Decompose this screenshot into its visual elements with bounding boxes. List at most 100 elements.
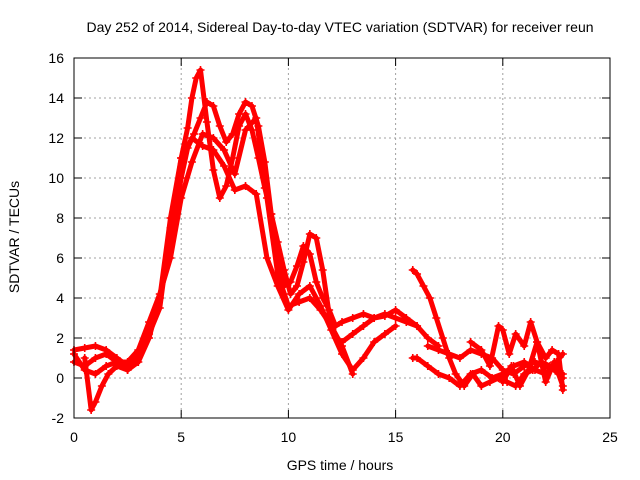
data-point [413,354,422,362]
data-point [451,370,460,378]
plot-frame [73,57,611,419]
data-point [209,102,218,110]
x-tick-label: 15 [388,429,404,445]
data-point [192,74,201,82]
data-point [312,278,321,286]
data-point [280,266,289,274]
data-point [222,138,231,146]
y-axis-label: SDTVAR / TECUs [6,181,22,293]
data-point [554,350,563,358]
data-point [515,382,524,390]
data-point [87,406,96,414]
data-point [123,358,132,366]
data-point [222,182,231,190]
data-point [183,124,192,132]
data-point [338,342,346,350]
data-point [434,346,443,354]
data-point [209,134,218,142]
data-point [80,344,89,352]
data-point [498,326,507,334]
x-tick-label: 5 [177,429,185,445]
data-point [434,370,443,378]
data-point [526,318,535,326]
data-point [338,318,346,326]
y-tick-label: 10 [48,170,64,186]
data-point [273,270,282,278]
data-point [284,302,293,310]
data-point [327,322,336,330]
data-point [541,378,550,386]
data-point [466,338,475,346]
x-tick-label: 25 [602,429,618,445]
data-point [97,382,106,390]
data-point [292,262,301,270]
data-point [460,382,469,390]
data-point [548,346,557,354]
series-line [500,339,566,389]
data-point [477,346,486,354]
data-point [102,362,111,370]
series-track-c [80,134,400,414]
y-tick-label: 4 [56,290,64,306]
data-point [507,362,516,370]
x-tick-label: 20 [495,429,511,445]
data-point [494,374,503,382]
data-point [485,362,494,370]
data-point [413,270,422,278]
data-point [177,154,186,162]
data-point [359,354,368,362]
data-point [348,330,357,338]
data-point [104,370,113,378]
y-tick-label: 16 [48,50,64,66]
data-point [209,166,218,174]
data-point [305,230,314,238]
data-point [455,354,464,362]
data-point [423,342,432,350]
data-point [91,370,100,378]
data-point [423,334,432,342]
y-tick-label: 0 [56,370,64,386]
x-axis-label: GPS time / hours [287,457,394,473]
data-point [220,162,229,170]
axis-ticks: 0 5 10 15 20 25 -2 0 2 4 6 8 10 12 14 16 [48,50,618,445]
data-point [241,110,250,118]
data-point [166,254,175,262]
data-point [466,346,475,354]
data-point [348,314,357,322]
data-point [187,134,196,142]
data-point [348,370,357,378]
data-point [187,94,196,102]
series-line [410,351,566,389]
data-point [312,234,321,242]
data-point [295,298,304,306]
data-point [145,318,154,326]
data-point [505,350,514,358]
x-tick-label: 10 [281,429,297,445]
y-tick-label: 8 [56,210,64,226]
y-tick-label: 14 [48,90,64,106]
data-point [359,322,368,330]
data-point [91,354,100,362]
data-point [241,126,250,134]
data-point [359,310,368,318]
data-point [419,282,428,290]
data-point [202,118,211,126]
data-point [305,294,314,302]
data-point [485,378,494,386]
chart-title: Day 252 of 2014, Sidereal Day-to-day VTE… [86,19,593,35]
data-point [262,194,271,202]
data-point [520,342,529,350]
data-point [215,194,224,202]
data-point [230,170,239,178]
data-point [477,366,486,374]
data-point [477,382,486,390]
data-point [391,306,400,314]
data-point [413,322,422,330]
data-point [286,290,295,298]
data-point [498,366,507,374]
data-point [423,362,432,370]
data-point [134,358,143,366]
y-tick-label: -2 [52,410,65,426]
data-point [550,358,559,366]
data-point [292,282,301,290]
